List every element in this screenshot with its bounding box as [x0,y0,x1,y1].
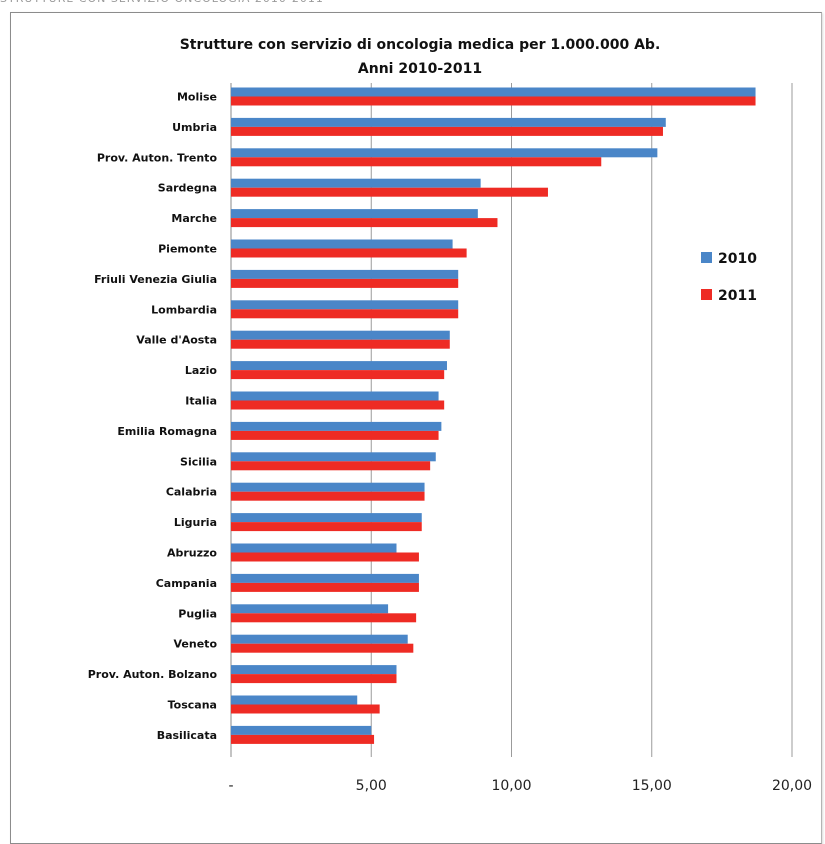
legend-label-2010: 2010 [718,251,757,267]
bar-2011 [231,126,663,136]
bar-2010 [231,391,439,401]
legend: 2010 2011 [701,251,757,304]
x-tick-label: 5,00 [356,778,387,794]
category-label: Sicilia [180,455,217,468]
bar-2011 [231,278,459,288]
x-tick-label: 10,00 [491,778,531,794]
category-label: Abruzzo [167,547,217,560]
bar-2010 [231,330,450,340]
category-label: Puglia [178,607,217,620]
legend-swatch-2010 [701,252,712,263]
legend-label-2011: 2011 [718,288,757,304]
bar-2010 [231,634,408,644]
category-label: Toscana [168,699,217,712]
bar-2011 [231,370,445,380]
bar-2011 [231,430,439,440]
category-label: Liguria [174,516,217,529]
category-label: Umbria [172,121,217,134]
x-axis-ticks: - 5,00 10,00 15,00 20,00 [228,778,812,794]
category-label: Calabria [166,486,217,499]
bar-2011 [231,704,380,714]
bar-2010 [231,543,397,553]
category-label: Molise [177,91,217,104]
bar-2010 [231,148,658,158]
category-label: Marche [171,212,217,225]
bar-2011 [231,187,548,197]
bar-2011 [231,248,467,258]
bar-2010 [231,178,481,188]
bar-2010 [231,361,447,371]
chart-title: Strutture con servizio di oncologia medi… [180,37,661,53]
bar-2010 [231,513,422,523]
x-tick-label: 20,00 [772,778,812,794]
bar-2011 [231,96,756,106]
bar-2011 [231,643,414,653]
category-label: Piemonte [158,243,217,256]
bar-2011 [231,400,445,410]
bar-2011 [231,218,498,228]
page-caption: STRUTTURE CON SERVIZIO ONCOLOGIA 2010-20… [0,0,700,8]
chart-subtitle: Anni 2010-2011 [358,61,482,77]
category-label: Prov. Auton. Trento [97,151,218,164]
bar-2011 [231,734,375,744]
category-label: Valle d'Aosta [136,334,217,347]
bar-2011 [231,674,397,684]
category-label: Friuli Venezia Giulia [94,273,217,286]
bar-2010 [231,269,459,279]
bar-2010 [231,573,419,583]
bar-2010 [231,300,459,310]
bar-2011 [231,613,417,623]
category-label: Campania [156,577,217,590]
bar-2010 [231,482,425,492]
category-label: Lazio [185,364,218,377]
bar-2011 [231,461,431,471]
bar-2011 [231,491,425,501]
bar-2011 [231,522,422,532]
bar-2010 [231,452,436,462]
bar-2010 [231,695,358,705]
bar-2010 [231,87,756,97]
category-label: Italia [185,395,217,408]
category-labels: Molise Umbria Prov. Auton. Trento Sardegna M… [88,91,218,742]
x-tick-label: 15,00 [632,778,672,794]
category-label: Veneto [174,638,218,651]
oncology-bar-chart: Strutture con servizio di oncologia medi… [88,37,812,794]
bar-2011 [231,309,459,319]
bar-2010 [231,665,397,675]
bar-2010 [231,604,389,614]
bar-2011 [231,339,450,349]
bar-2011 [231,157,602,167]
bar-2011 [231,552,419,562]
bar-2010 [231,421,442,431]
bar-2010 [231,239,453,249]
bar-2010 [231,209,478,219]
legend-swatch-2011 [701,289,712,300]
bars-layer [231,87,756,744]
bar-2010 [231,725,372,735]
category-label: Sardegna [158,182,217,195]
category-label: Lombardia [151,303,217,316]
bar-2010 [231,117,666,127]
category-label: Emilia Romagna [117,425,217,438]
x-tick-label: - [228,778,233,794]
category-label: Basilicata [157,729,217,742]
bar-2011 [231,582,419,592]
category-label: Prov. Auton. Bolzano [88,668,218,681]
